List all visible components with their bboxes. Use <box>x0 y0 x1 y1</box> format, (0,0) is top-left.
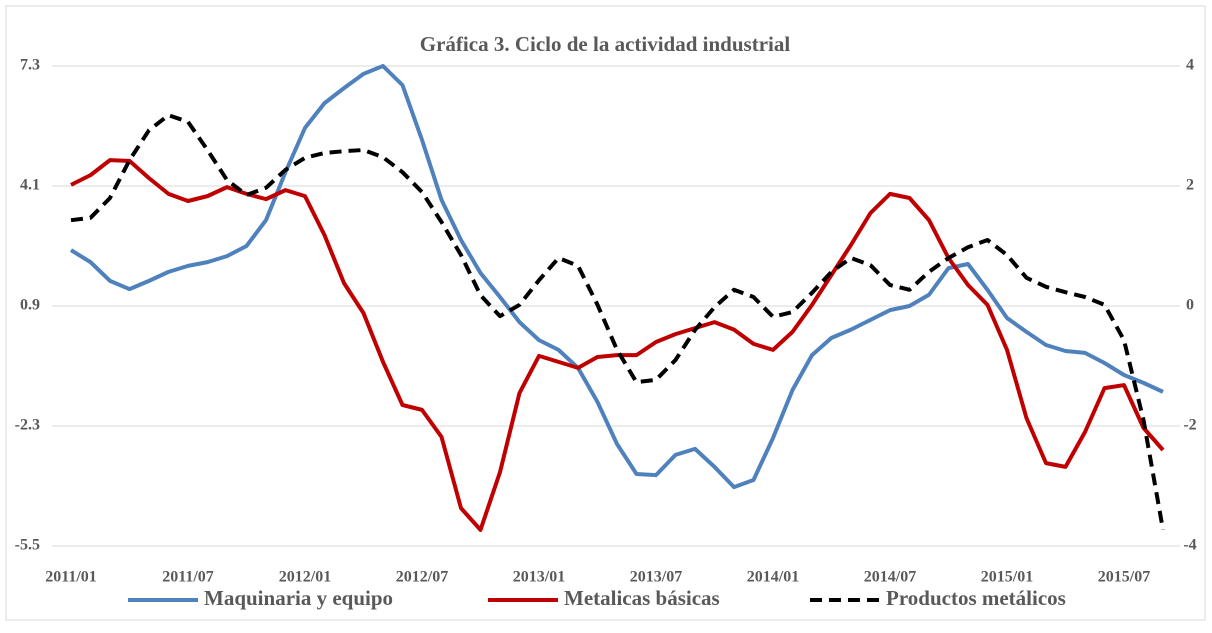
x-tick-label: 2011/07 <box>162 569 214 586</box>
y2-tick-label: 2 <box>1186 177 1194 194</box>
chart-frame <box>5 5 1206 621</box>
y2-tick-label: -2 <box>1183 417 1196 434</box>
chart-title: Gráfica 3. Ciclo de la actividad industr… <box>420 32 791 56</box>
y2-tick-label: 0 <box>1186 297 1194 314</box>
x-tick-label: 2012/01 <box>279 569 331 586</box>
y-tick-label: 7.3 <box>20 57 40 74</box>
y-tick-label: 4.1 <box>20 177 40 194</box>
y-tick-label: -5.5 <box>15 537 40 554</box>
x-tick-label: 2013/01 <box>513 569 565 586</box>
x-tick-label: 2014/07 <box>864 569 916 586</box>
x-tick-label: 2013/07 <box>630 569 682 586</box>
series-line <box>69 64 1164 490</box>
y-tick-label: 0.9 <box>20 297 40 314</box>
y2-tick-label: 4 <box>1186 57 1194 74</box>
x-tick-label: 2011/01 <box>45 569 97 586</box>
legend-label: Metalicas básicas <box>564 586 720 610</box>
x-tick-label: 2014/01 <box>747 569 799 586</box>
legend-label: Maquinaria y equipo <box>204 586 393 610</box>
y-tick-label: -2.3 <box>15 417 40 434</box>
x-tick-label: 2015/01 <box>981 569 1033 586</box>
series-line <box>70 158 1165 532</box>
y2-tick-label: -4 <box>1183 537 1196 554</box>
legend-label: Productos metálicos <box>886 586 1066 610</box>
series-line <box>70 113 1165 531</box>
x-tick-label: 2012/07 <box>396 569 448 586</box>
x-tick-label: 2015/07 <box>1098 569 1150 586</box>
